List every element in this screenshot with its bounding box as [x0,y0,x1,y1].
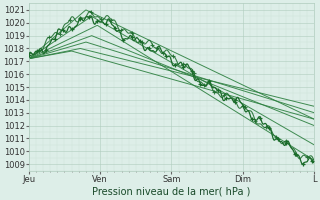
X-axis label: Pression niveau de la mer( hPa ): Pression niveau de la mer( hPa ) [92,187,251,197]
